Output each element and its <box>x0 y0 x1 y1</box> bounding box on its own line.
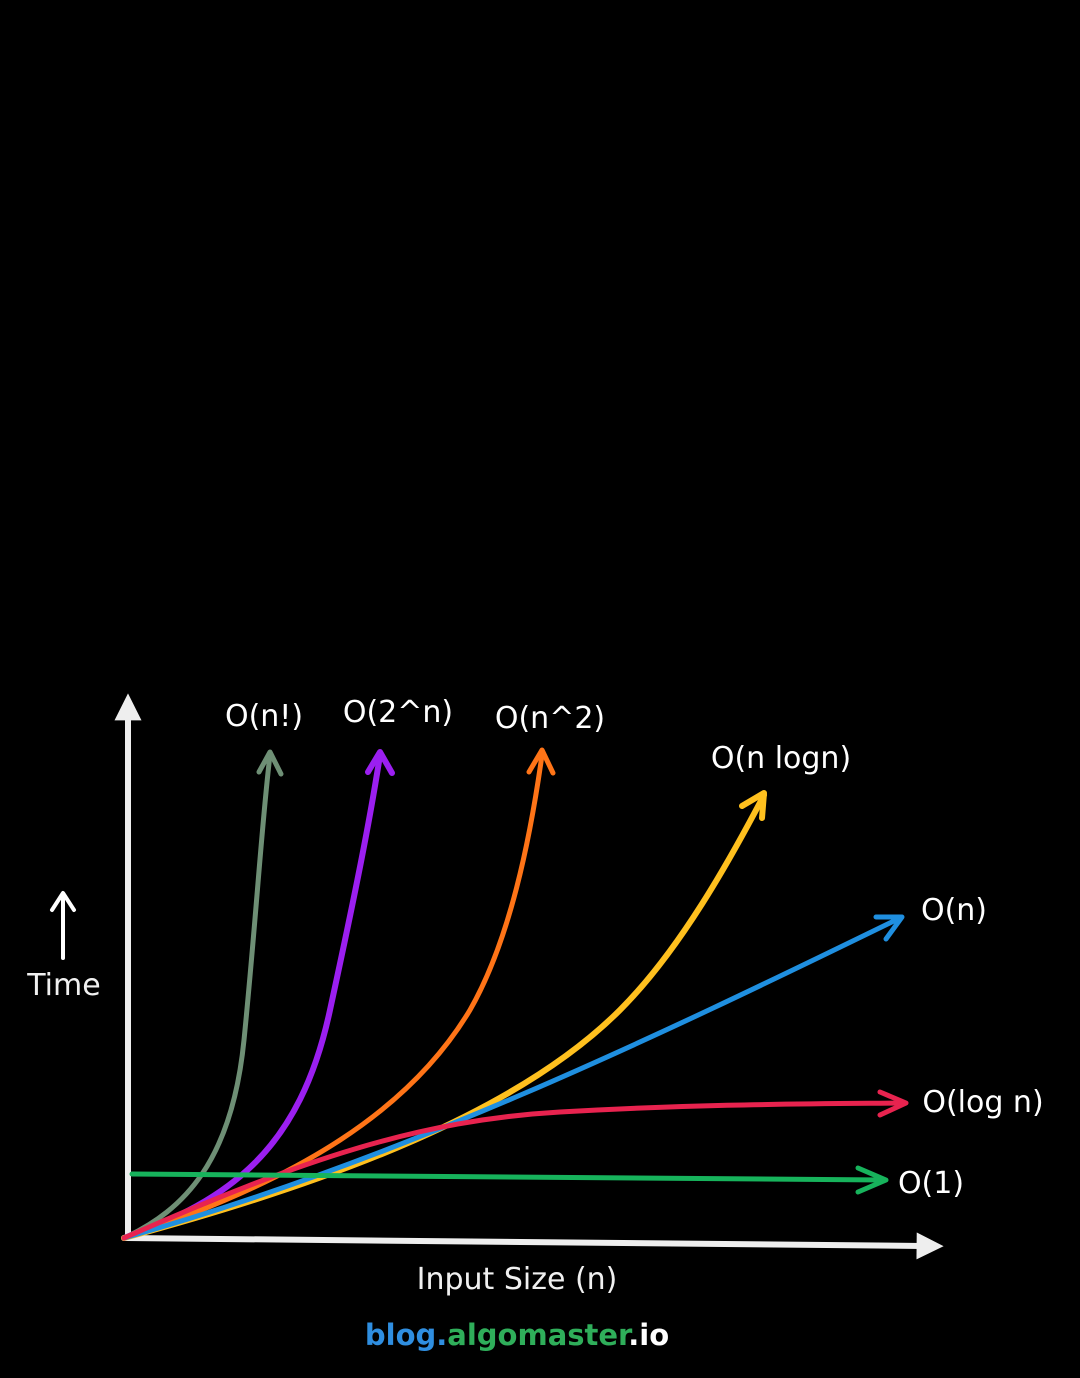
complexity-curves <box>121 747 909 1241</box>
curve-quadratic <box>121 747 556 1241</box>
y-axis-label-group: Time <box>26 891 101 1003</box>
source-credit: blog.algomaster.io <box>365 1318 669 1352</box>
curve-linear <box>121 914 905 1241</box>
label-factorial: O(n!) <box>225 699 303 734</box>
x-axis <box>121 1232 944 1260</box>
credit-part-io: .io <box>628 1318 669 1352</box>
curve-linear-line <box>121 915 903 1241</box>
x-axis-label: Input Size (n) <box>417 1262 618 1297</box>
label-constant: O(1) <box>898 1166 964 1201</box>
y-axis-label: Time <box>26 968 100 1003</box>
label-exponential: O(2^n) <box>343 695 453 730</box>
label-linear: O(n) <box>921 893 987 928</box>
label-quadratic: O(n^2) <box>495 701 605 736</box>
curve-linearithmic-line <box>121 792 767 1241</box>
curve-exponential <box>121 749 395 1241</box>
curve-linearithmic <box>121 790 767 1241</box>
curve-quadratic-line <box>121 752 545 1241</box>
curve-factorial-line <box>121 752 273 1241</box>
curve-logarithmic-line <box>121 1100 908 1241</box>
curve-logarithmic-arrowhead-icon <box>877 1089 909 1118</box>
curve-logarithmic <box>121 1089 909 1241</box>
curve-linear-arrowhead-icon <box>873 914 905 942</box>
credit-part-blog: blog. <box>365 1318 447 1352</box>
time-up-arrow-head-icon <box>50 891 76 912</box>
curve-constant-line <box>129 1171 887 1183</box>
curve-labels: O(n!) O(2^n) O(n^2) O(n logn) O(n) O(log… <box>225 695 1044 1201</box>
label-linearithmic: O(n logn) <box>711 741 851 776</box>
curve-factorial <box>121 749 284 1241</box>
curve-factorial-arrowhead-icon <box>256 749 284 777</box>
curve-exponential-line <box>121 752 383 1241</box>
curve-constant <box>129 1165 889 1195</box>
axes <box>114 693 944 1260</box>
curve-linearithmic-arrowhead-icon <box>739 790 767 821</box>
curve-exponential-arrowhead-icon <box>365 749 395 776</box>
credit-part-algomaster: algomaster <box>447 1318 633 1352</box>
curve-quadratic-arrowhead-icon <box>526 747 556 776</box>
curve-constant-arrowhead-icon <box>855 1165 889 1195</box>
label-logarithmic: O(log n) <box>922 1085 1043 1120</box>
